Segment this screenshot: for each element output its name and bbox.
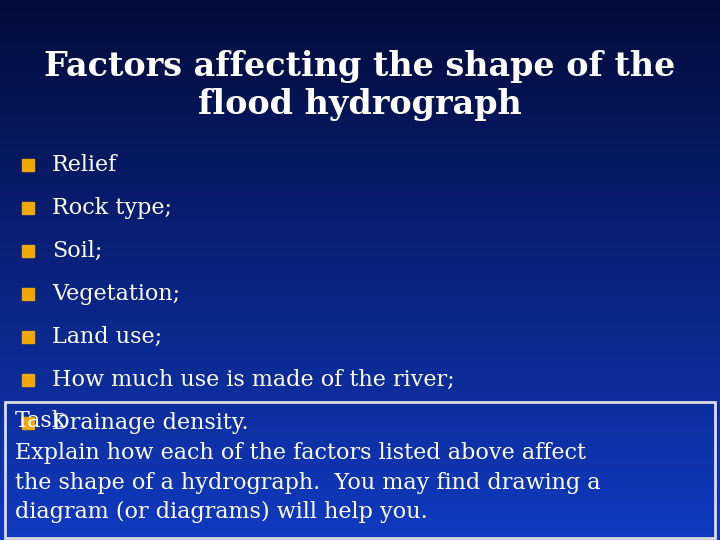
Text: Soil;: Soil; xyxy=(52,240,102,262)
Text: Task: Task xyxy=(15,410,66,432)
Text: How much use is made of the river;: How much use is made of the river; xyxy=(52,369,454,391)
Text: Land use;: Land use; xyxy=(52,326,162,348)
Text: Vegetation;: Vegetation; xyxy=(52,283,180,305)
Text: Relief: Relief xyxy=(52,154,117,176)
Text: Drainage density.: Drainage density. xyxy=(52,412,248,434)
Text: Rock type;: Rock type; xyxy=(52,197,172,219)
Text: Explain how each of the factors listed above affect
the shape of a hydrograph.  : Explain how each of the factors listed a… xyxy=(15,442,600,523)
Text: Factors affecting the shape of the
flood hydrograph: Factors affecting the shape of the flood… xyxy=(45,50,675,121)
